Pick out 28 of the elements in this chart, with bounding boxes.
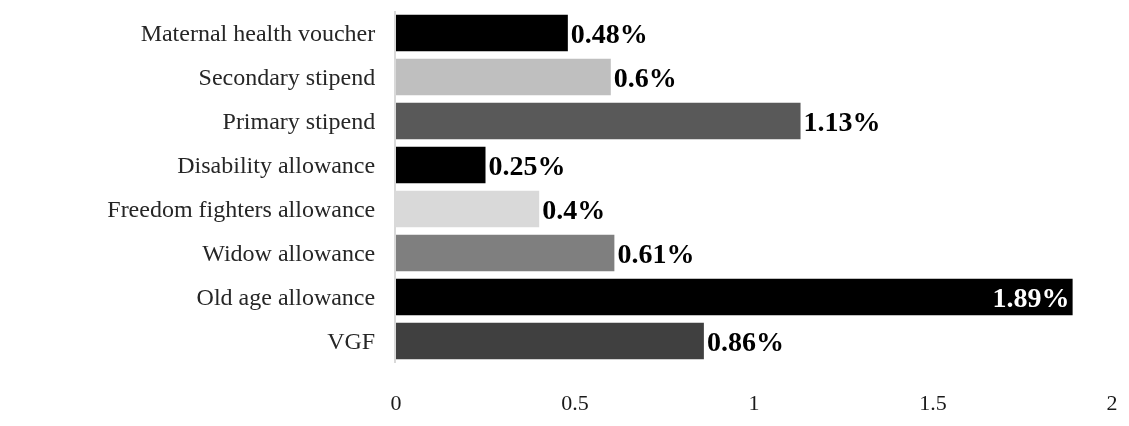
x-tick-label: 0.5 [561, 390, 589, 415]
data-label: 0.25% [488, 149, 566, 181]
y-tick-label: Disability allowance [177, 152, 376, 179]
data-label: 0.61% [617, 237, 695, 269]
y-tick-label: VGF [327, 328, 376, 355]
x-tick-label: 1 [748, 390, 760, 415]
data-label: 1.89% [992, 281, 1070, 313]
bar [396, 278, 1073, 316]
y-tick-label: Widow allowance [202, 240, 376, 267]
bar [396, 58, 611, 96]
bar [396, 102, 801, 140]
bar [396, 234, 615, 272]
y-tick-label: Maternal health voucher [140, 20, 376, 47]
x-tick-label: 2 [1106, 390, 1118, 415]
bar [396, 14, 568, 52]
bar [396, 146, 486, 184]
y-tick-label: Secondary stipend [198, 64, 376, 91]
data-label: 0.6% [613, 61, 677, 93]
y-tick-label: Old age allowance [196, 284, 376, 311]
x-tick-label: 1.5 [919, 390, 947, 415]
bar [396, 322, 704, 360]
y-tick-label: Primary stipend [222, 108, 376, 135]
data-label: 1.13% [803, 105, 881, 137]
data-label: 0.86% [706, 325, 784, 357]
data-label: 0.48% [570, 17, 648, 49]
data-label: 0.4% [542, 193, 606, 225]
y-tick-label: Freedom fighters allowance [107, 196, 376, 223]
x-tick-label: 0 [390, 390, 402, 415]
